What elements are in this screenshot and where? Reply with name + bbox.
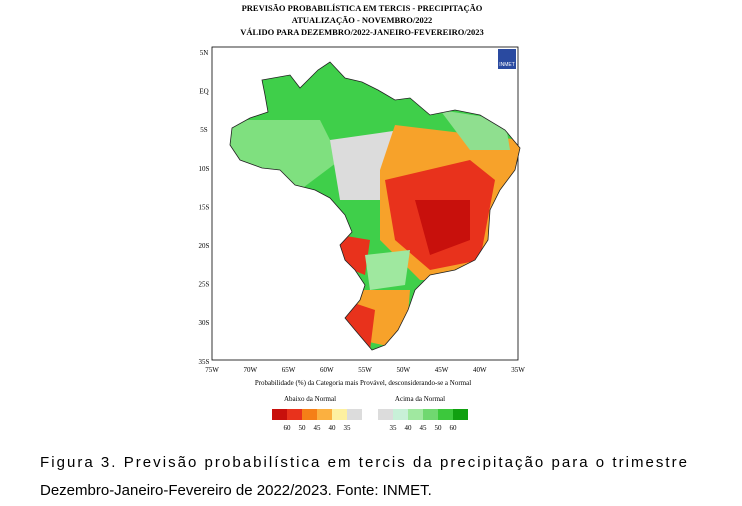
lat-label: 5N — [200, 49, 209, 57]
lat-label: 5S — [200, 126, 208, 134]
legend-swatches — [272, 409, 468, 420]
legend-label: 40 — [329, 424, 337, 432]
lat-label: 35S — [199, 358, 210, 366]
lon-label: 60W — [320, 366, 334, 374]
legend-label: 45 — [314, 424, 322, 432]
legend-label: 35 — [344, 424, 352, 432]
legend-label: 60 — [450, 424, 458, 432]
legend-title: Abaixo da Normal — [284, 395, 336, 403]
legend-label: 40 — [405, 424, 413, 432]
lon-label: 40W — [473, 366, 487, 374]
logo — [498, 49, 516, 69]
lat-labels: 5N EQ 5S 10S 15S 20S 25S 30S 35S — [199, 49, 210, 366]
legend-label: 60 — [284, 424, 292, 432]
country-outline — [229, 61, 521, 351]
lon-label: 35W — [511, 366, 525, 374]
header: PREVISÃO PROBABILÍSTICA EM TERCIS - PREC… — [240, 3, 484, 37]
title-line: VÁLIDO PARA DEZEMBRO/2022-JANEIRO-FEVERE… — [240, 27, 484, 37]
legend-label: 35 — [390, 424, 398, 432]
lon-label: 45W — [435, 366, 449, 374]
logo-text: INMET — [499, 62, 515, 68]
legend-title: Acima da Normal — [395, 395, 445, 403]
legend-label: 50 — [435, 424, 443, 432]
lat-label: 20S — [199, 242, 210, 250]
lat-label: 25S — [199, 281, 210, 289]
lon-label: 65W — [282, 366, 296, 374]
lon-label: 75W — [205, 366, 219, 374]
lon-label: 50W — [396, 366, 410, 374]
lat-label: EQ — [199, 88, 208, 96]
lat-label: 30S — [199, 319, 210, 327]
legend-label: 50 — [299, 424, 307, 432]
lon-labels: 75W 70W 65W 60W 55W 50W 45W 40W 35W — [205, 366, 525, 374]
lat-label: 10S — [199, 165, 210, 173]
title-line: PREVISÃO PROBABILÍSTICA EM TERCIS - PREC… — [242, 3, 483, 13]
lat-label: 15S — [199, 203, 210, 211]
caption-line: Figura 3. Previsão probabilística em ter… — [40, 454, 687, 471]
legend-labels: 60 50 45 40 35 35 40 45 50 60 — [284, 424, 458, 432]
map-note: Probabilidade (%) da Categoria mais Prov… — [255, 379, 471, 387]
caption-line: Dezembro-Janeiro-Fevereiro de 2022/2023.… — [40, 482, 432, 499]
title-line: ATUALIZAÇÃO - NOVEMBRO/2022 — [292, 15, 433, 25]
legend-label: 45 — [420, 424, 428, 432]
lon-label: 70W — [243, 366, 257, 374]
lon-label: 55W — [358, 366, 372, 374]
